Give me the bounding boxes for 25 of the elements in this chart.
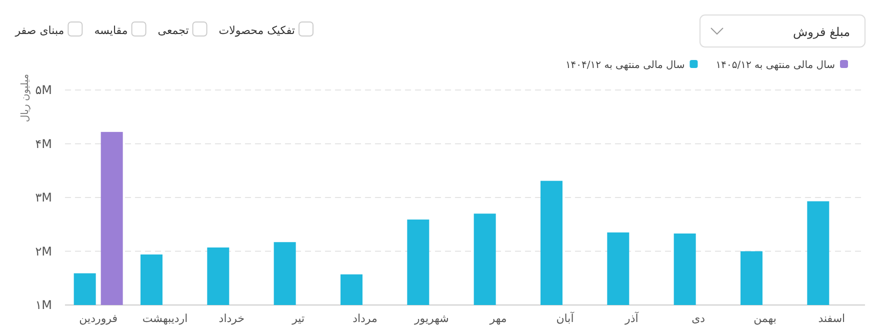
y-tick-label: ۴M (35, 136, 52, 151)
text: تفکیک محصولات (218, 24, 295, 37)
x-tick-label: مهر (488, 312, 507, 325)
y-axis-title: میلیون ریال (20, 74, 31, 122)
x-tick-label: شهریور (413, 312, 449, 325)
x-tick-label: اسفند (818, 312, 846, 325)
y-tick-label: ۱M (35, 298, 52, 312)
legend-label: سال مالی منتهی به ۱۴۰۴/۱۲ (565, 60, 685, 71)
y-tick-label: ۳M (35, 190, 52, 204)
x-tick-label: مرداد (352, 312, 378, 325)
legend-label: سال مالی منتهی به ۱۴۰۵/۱۲ (716, 60, 835, 71)
y-tick-label: ۲M (35, 244, 52, 258)
x-tick-label: فروردین (79, 312, 118, 325)
x-tick-label: تیر (291, 312, 305, 325)
x-tick-label: آذر (624, 311, 640, 325)
y-tick-label: ۵M (35, 83, 52, 97)
text: مبنای صفر (14, 24, 64, 37)
x-tick-label: آبان (556, 311, 575, 325)
x-tick-label: بهمن (754, 312, 776, 325)
text: مبلغ فروش (792, 25, 850, 39)
x-tick-label: دی (692, 312, 706, 325)
x-tick-label: اردیبهشت (142, 312, 188, 325)
text: تجمعی (158, 24, 189, 37)
text: مقایسه (94, 24, 128, 37)
x-tick-label: خرداد (218, 312, 245, 325)
